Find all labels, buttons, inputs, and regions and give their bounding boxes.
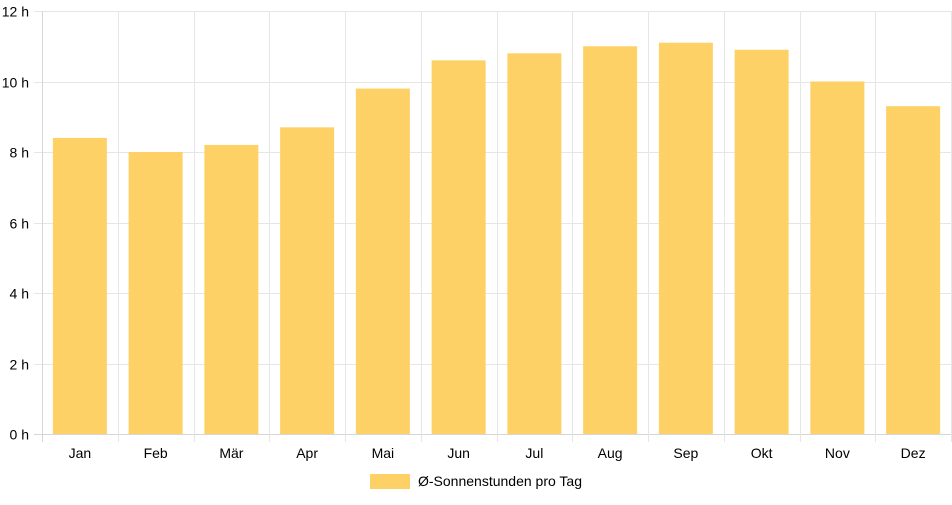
bar-jun bbox=[431, 60, 486, 434]
y-tick-label: 6 h bbox=[10, 216, 29, 232]
y-tick-label: 4 h bbox=[10, 286, 29, 302]
x-tick-label: Mär bbox=[219, 445, 243, 461]
y-tick-label: 10 h bbox=[2, 75, 29, 91]
legend[interactable]: Ø-Sonnenstunden pro Tag bbox=[370, 473, 582, 489]
y-tick-label: 12 h bbox=[2, 4, 29, 20]
axes: 0 h 2 h 4 h 6 h 8 h 10 h 12 h Jan Feb Mär Apr Mai Ju… bbox=[2, 4, 926, 462]
x-tick-label: Aug bbox=[598, 445, 623, 461]
legend-label[interactable]: Ø-Sonnenstunden pro Tag bbox=[418, 473, 582, 489]
x-tick-label: Jun bbox=[447, 445, 470, 461]
legend-swatch[interactable] bbox=[370, 474, 410, 489]
x-tick-label: Apr bbox=[296, 445, 318, 461]
x-tick-label: Sep bbox=[673, 445, 698, 461]
x-tick-label: Jan bbox=[69, 445, 92, 461]
bar-mär bbox=[204, 144, 259, 434]
x-tick-label: Dez bbox=[901, 445, 926, 461]
bar-mai bbox=[355, 88, 410, 435]
bar-nov bbox=[810, 81, 865, 434]
bar-okt bbox=[734, 49, 789, 435]
x-tick-label: Mai bbox=[372, 445, 395, 461]
x-tick-label: Jul bbox=[525, 445, 543, 461]
bars bbox=[52, 42, 941, 435]
y-tick-label: 0 h bbox=[10, 427, 29, 443]
x-tick-label: Feb bbox=[144, 445, 168, 461]
bar-aug bbox=[583, 46, 638, 434]
x-tick-label: Okt bbox=[751, 445, 773, 461]
bar-sep bbox=[658, 42, 713, 434]
y-tick-label: 8 h bbox=[10, 145, 29, 161]
y-tick-label: 2 h bbox=[10, 357, 29, 373]
bar-apr bbox=[280, 127, 335, 434]
bar-jul bbox=[507, 53, 562, 435]
bar-jan bbox=[52, 137, 107, 434]
grid bbox=[34, 11, 952, 442]
bar-dez bbox=[886, 106, 941, 435]
bar-feb bbox=[128, 152, 183, 434]
x-tick-label: Nov bbox=[825, 445, 850, 461]
